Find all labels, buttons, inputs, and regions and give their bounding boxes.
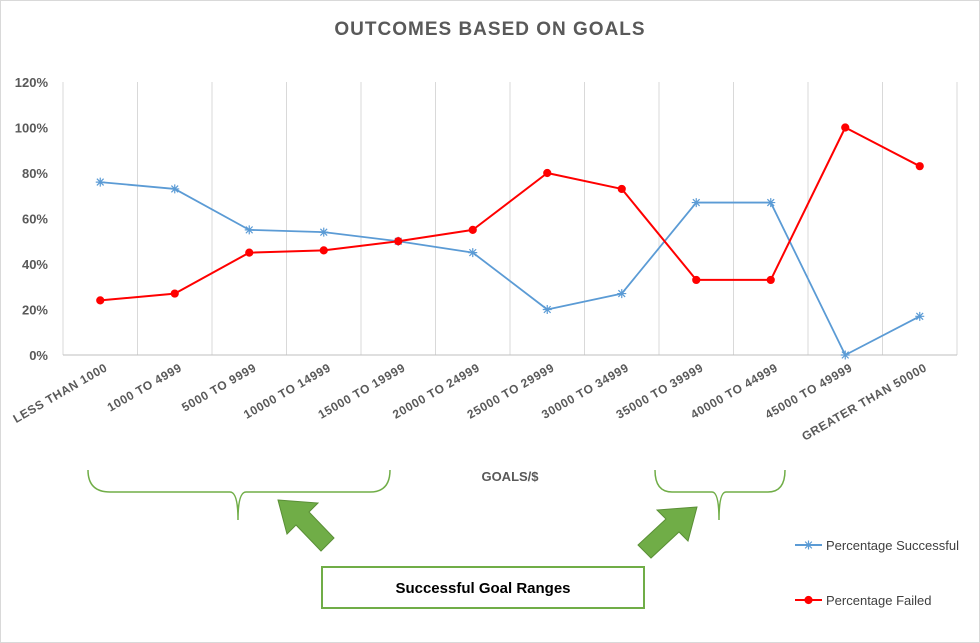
- data-point-percentage-successful: [170, 184, 180, 194]
- arrow-right: [637, 506, 698, 559]
- right-brace: [654, 469, 786, 521]
- data-point-percentage-successful: [244, 225, 254, 235]
- series: [95, 123, 925, 360]
- annotation-box: [321, 566, 645, 609]
- data-point-percentage-failed: [692, 275, 701, 285]
- data-point-percentage-failed: [617, 184, 626, 194]
- series-line-percentage-successful: [100, 181, 921, 356]
- data-point-percentage-successful: [468, 248, 478, 258]
- legend-label-percentage-successful: Percentage Successful: [826, 538, 959, 553]
- y-axis-ticks: 0% 20% 40% 60% 80% 100% 120%: [15, 75, 49, 363]
- data-point-percentage-successful: [617, 289, 627, 299]
- y-tick-label: 120%: [15, 75, 49, 90]
- data-point-percentage-successful: [915, 311, 925, 321]
- left-brace: [87, 469, 391, 521]
- data-point-percentage-failed: [245, 248, 254, 257]
- data-point-percentage-failed: [96, 296, 105, 305]
- data-point-percentage-failed: [543, 168, 552, 178]
- series-line-percentage-failed: [100, 126, 921, 302]
- data-point-percentage-failed: [319, 246, 328, 255]
- y-tick-label: 20%: [22, 303, 48, 318]
- legend: Percentage Successful Percentage Failed: [795, 538, 959, 608]
- data-point-percentage-failed: [841, 123, 850, 132]
- data-point-percentage-successful: [95, 177, 105, 187]
- gridlines: [62, 82, 958, 355]
- data-point-percentage-failed: [468, 225, 477, 234]
- data-point-percentage-failed: [915, 162, 924, 171]
- legend-marker-percentage-failed: [804, 595, 813, 605]
- chart-title: OUTCOMES BASED ON GOALS: [334, 19, 645, 40]
- data-point-percentage-successful: [840, 350, 850, 360]
- legend-marker-percentage-successful: [804, 540, 813, 550]
- annotation-text: Successful Goal Ranges: [395, 580, 570, 597]
- data-point-percentage-failed: [766, 275, 775, 285]
- arrow-left: [277, 499, 335, 552]
- x-axis-label: GOALS/$: [481, 469, 539, 484]
- legend-label-percentage-failed: Percentage Failed: [826, 593, 932, 608]
- data-point-percentage-successful: [766, 198, 776, 208]
- y-tick-label: 40%: [22, 257, 48, 272]
- y-tick-label: 80%: [22, 166, 48, 181]
- data-point-percentage-successful: [542, 305, 552, 314]
- data-point-percentage-failed: [170, 289, 179, 298]
- y-tick-label: 100%: [15, 121, 49, 136]
- data-point-percentage-successful: [319, 227, 329, 237]
- data-point-percentage-successful: [691, 198, 701, 208]
- y-tick-label: 60%: [22, 212, 48, 227]
- data-point-percentage-failed: [394, 237, 403, 246]
- y-tick-label: 0%: [29, 348, 48, 363]
